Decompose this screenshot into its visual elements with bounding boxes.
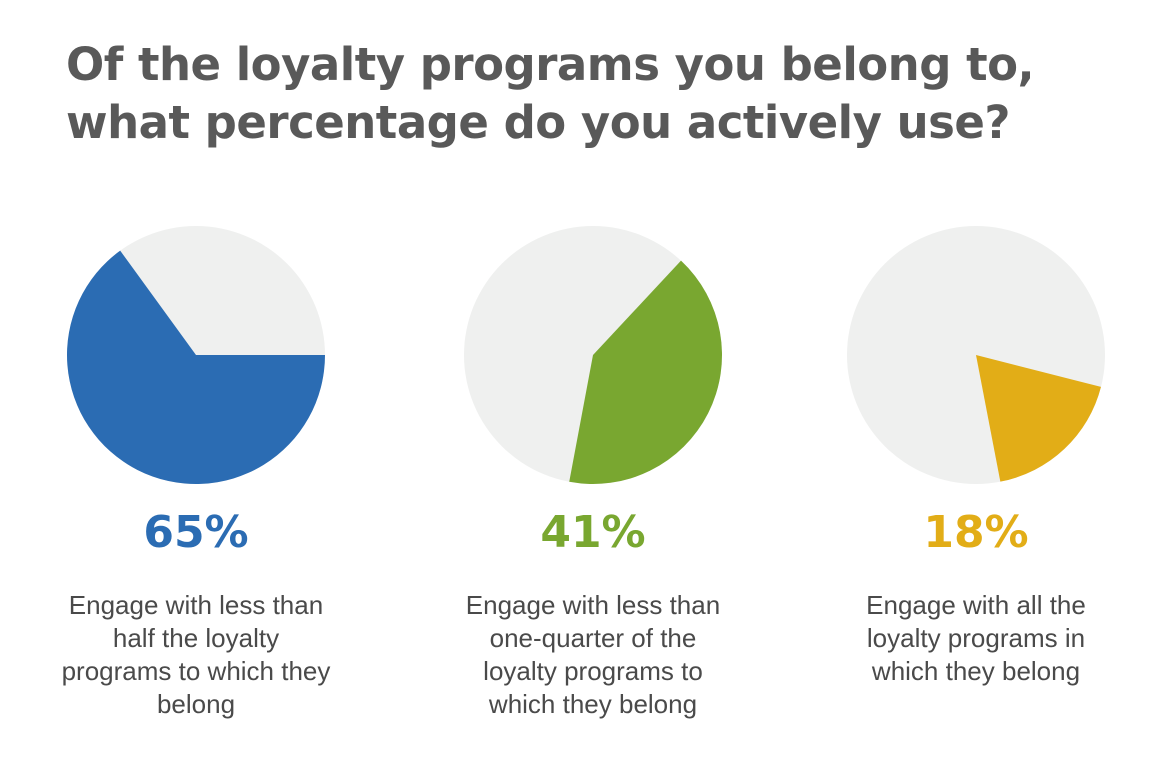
pie-chart-1-caption-line: programs to which they	[61, 656, 331, 686]
pie-chart-2-caption-line: one-quarter of the	[489, 623, 697, 653]
pie-chart-3-caption-line: loyalty programs in	[866, 623, 1086, 653]
pie-chart-2-graphic	[464, 226, 723, 484]
pie-chart-1-value-slice	[66, 250, 325, 485]
chart-title: Of the loyalty programs you belong to, w…	[66, 36, 1126, 152]
pie-chart-3-graphic	[847, 226, 1105, 484]
pie-chart-3-caption: Engage with all the loyalty programs in …	[786, 589, 1158, 688]
pie-chart-1-caption-line: half the loyalty	[112, 623, 280, 653]
pie-chart-1-graphic	[66, 226, 325, 485]
pie-chart-3-caption-line: which they belong	[871, 656, 1081, 686]
pie-chart-3-caption-line: Engage with all the	[866, 590, 1086, 620]
pie-chart-3-value-slice	[976, 355, 1101, 482]
chart-title-line-1: Of the loyalty programs you belong to,	[66, 38, 1035, 91]
pie-chart-2-caption-line: loyalty programs to	[483, 656, 703, 686]
pie-chart-2-value-slice	[569, 260, 723, 484]
chart-title-line-2: what percentage do you actively use?	[66, 96, 1011, 149]
pie-chart-2-caption-line: Engage with less than	[465, 590, 721, 620]
pie-chart-2-caption-line: which they belong	[488, 689, 698, 719]
pie-chart-1-caption: Engage with less than half the loyalty p…	[6, 589, 386, 721]
pie-chart-1-value-label: 65%	[143, 507, 249, 558]
pie-chart-1-caption-line: Engage with less than	[68, 590, 324, 620]
pie-chart-1-caption-line: belong	[156, 689, 236, 719]
pie-chart-3-value-label: 18%	[923, 507, 1029, 558]
pie-chart-2-caption: Engage with less than one-quarter of the…	[403, 589, 783, 721]
pie-chart-2-value-label: 41%	[540, 507, 646, 558]
